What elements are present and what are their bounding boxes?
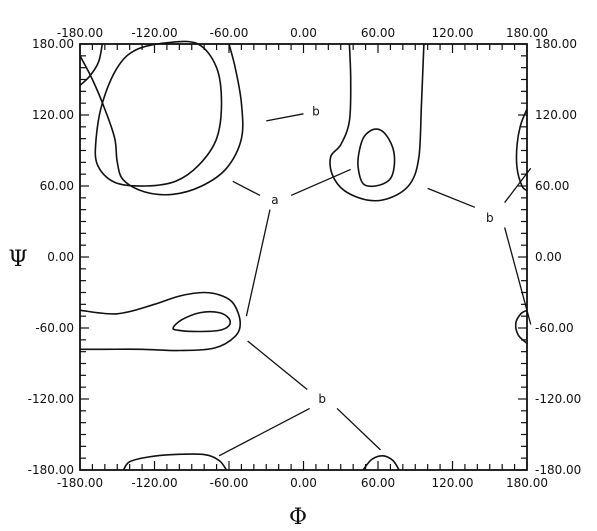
- y-axis-title: Ψ: [8, 247, 27, 272]
- x-tick-label-top: -60.00: [210, 26, 249, 40]
- leader-line: [247, 340, 308, 391]
- contour-outer-upper-left: [79, 43, 244, 196]
- y-tick-label-left: 120.00: [32, 108, 74, 122]
- tick-layer: [79, 43, 528, 471]
- plot-frame: [79, 43, 528, 471]
- x-axis-title: Φ: [289, 505, 307, 530]
- label-layer: -180.00-180.00-120.00-120.00-60.00-60.00…: [28, 26, 582, 490]
- y-tick-label-left: -120.00: [28, 392, 74, 406]
- leader-line: [218, 407, 311, 457]
- leader-line: [290, 168, 351, 197]
- contour-outer-right-upper: [515, 108, 528, 192]
- contour-outer-bottom-middle: [362, 454, 400, 471]
- leader-line: [427, 187, 476, 208]
- x-tick-label-bottom: 0.00: [290, 476, 317, 490]
- contour-inner-upper-middle: [357, 128, 396, 188]
- y-tick-label-right: -120.00: [535, 392, 581, 406]
- y-tick-label-left: 0.00: [47, 250, 74, 264]
- contour-layer: [79, 40, 528, 471]
- x-tick-label-top: 180.00: [506, 26, 548, 40]
- x-tick-label-bottom: -120.00: [131, 476, 177, 490]
- leader-line: [232, 180, 261, 197]
- y-tick-label-left: -180.00: [28, 463, 74, 477]
- y-tick-label-left: 180.00: [32, 37, 74, 51]
- contour-inner-upper-left: [94, 40, 223, 187]
- leader-line: [266, 113, 304, 122]
- y-tick-label-right: -60.00: [535, 321, 574, 335]
- x-tick-label-bottom: 180.00: [506, 476, 548, 490]
- contour-outer-mid-left: [79, 291, 242, 352]
- x-tick-label-bottom: 120.00: [432, 476, 474, 490]
- contour-inner-mid-left: [172, 310, 232, 333]
- y-tick-label-right: 0.00: [535, 250, 562, 264]
- y-tick-label-right: 120.00: [535, 108, 577, 122]
- contour-outer-upper-middle: [329, 43, 425, 202]
- y-tick-label-left: 60.00: [40, 179, 74, 193]
- x-tick-label-top: -180.00: [57, 26, 103, 40]
- contour-outer-right-lower: [514, 309, 528, 344]
- x-tick-label-top: 60.00: [361, 26, 395, 40]
- y-tick-label-right: -180.00: [535, 463, 581, 477]
- leader-layer: [218, 113, 532, 457]
- region-label-a: a: [271, 193, 278, 207]
- contour-outer-top-left-corner: [79, 43, 104, 86]
- leader-line: [336, 407, 381, 451]
- region-label-b: b: [318, 392, 326, 406]
- leader-line: [245, 209, 271, 317]
- x-tick-label-bottom: 60.00: [361, 476, 395, 490]
- contour-outer-bottom-left: [122, 453, 228, 471]
- x-tick-label-top: 0.00: [290, 26, 317, 40]
- x-tick-label-bottom: -60.00: [210, 476, 249, 490]
- region-label-b: b: [486, 211, 494, 225]
- x-tick-label-top: 120.00: [432, 26, 474, 40]
- region-label-b: b: [312, 104, 320, 118]
- x-tick-label-bottom: -180.00: [57, 476, 103, 490]
- y-tick-label-right: 60.00: [535, 179, 569, 193]
- x-tick-label-top: -120.00: [131, 26, 177, 40]
- y-tick-label-left: -60.00: [35, 321, 74, 335]
- y-tick-label-right: 180.00: [535, 37, 577, 51]
